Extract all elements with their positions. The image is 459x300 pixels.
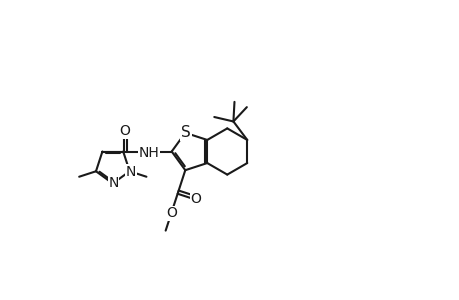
- Text: S: S: [181, 125, 190, 140]
- Text: N: N: [108, 176, 118, 190]
- Text: NH: NH: [139, 146, 159, 160]
- Text: N: N: [126, 165, 136, 179]
- Text: O: O: [190, 192, 201, 206]
- Text: O: O: [166, 206, 177, 220]
- Text: O: O: [119, 124, 130, 138]
